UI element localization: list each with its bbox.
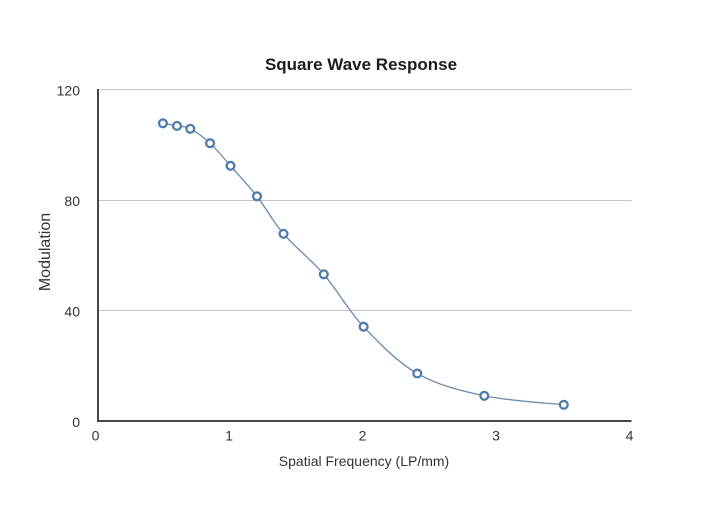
svg-text:0: 0 bbox=[92, 428, 100, 444]
svg-text:Modulation: Modulation bbox=[37, 213, 54, 291]
svg-text:40: 40 bbox=[64, 304, 80, 320]
svg-text:2: 2 bbox=[359, 428, 367, 444]
svg-text:Spatial Frequency (LP/mm): Spatial Frequency (LP/mm) bbox=[279, 453, 449, 469]
svg-text:3: 3 bbox=[492, 428, 500, 444]
svg-text:1: 1 bbox=[225, 428, 233, 444]
svg-text:Square Wave Response: Square Wave Response bbox=[265, 55, 457, 74]
svg-text:120: 120 bbox=[57, 83, 81, 99]
svg-text:4: 4 bbox=[626, 428, 634, 444]
svg-text:80: 80 bbox=[64, 193, 80, 209]
svg-text:0: 0 bbox=[72, 414, 80, 430]
